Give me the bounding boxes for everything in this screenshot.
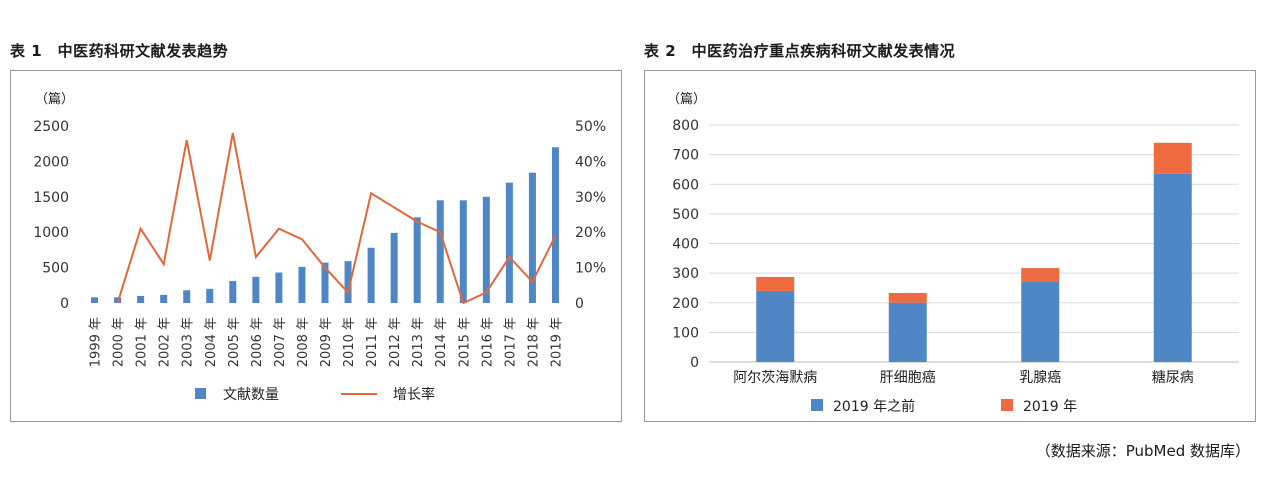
bar: [390, 232, 398, 303]
y-tick-label: 700: [672, 148, 699, 164]
bar: [298, 266, 306, 303]
x-tick-label: 2008 年: [296, 317, 311, 367]
source-note: （数据来源：PubMed 数据库）: [1035, 442, 1250, 460]
bar-2019: [756, 276, 795, 291]
bar: [459, 200, 467, 303]
bar-2019: [1021, 268, 1060, 283]
y2-tick-label: 20%: [575, 225, 606, 241]
bar: [528, 172, 536, 303]
y-tick-label: 100: [672, 325, 699, 341]
y2-tick-label: 40%: [575, 154, 606, 170]
bar: [367, 247, 375, 303]
bar: [482, 196, 490, 303]
y-tick-label: 1500: [33, 190, 69, 206]
x-tick-label: 2019 年: [549, 317, 564, 367]
y2-tick-label: 50%: [575, 119, 606, 135]
x-tick-label: 2007 年: [273, 317, 288, 367]
x-tick-label: 2000 年: [112, 317, 127, 367]
chart2-svg: （篇） 0 100 200 300 400 500 600 700 800 阿尔茨海默病 肝细胞癌 乳腺…: [667, 92, 1239, 415]
y-tick-label: 400: [672, 237, 699, 253]
x-tick-label: 2014 年: [434, 317, 449, 367]
y2-tick-label: 0: [575, 296, 584, 312]
legend-label-line: 增长率: [393, 386, 435, 403]
y-tick-label: 300: [672, 266, 699, 282]
y-tick-label: 2000: [33, 154, 69, 170]
y-tick-label: 0: [690, 355, 699, 371]
chart2-panel: （篇） 0 100 200 300 400 500 600 700 800 阿尔茨海默病 肝细胞癌 乳腺…: [644, 70, 1256, 422]
bar: [551, 147, 559, 303]
legend-swatch-2019: [1001, 399, 1013, 411]
bar: [160, 294, 168, 303]
bar: [413, 217, 421, 303]
bar: [252, 276, 260, 303]
x-tick-label: 2001 年: [135, 317, 150, 367]
x-tick-label: 2009 年: [319, 317, 334, 367]
bar-before-2019: [1021, 282, 1060, 362]
growth-line: [116, 132, 557, 305]
x-tick-label: 肝细胞癌: [880, 370, 936, 386]
x-tick-label: 2015 年: [457, 317, 472, 367]
chart1-svg: （篇） 0 500 1000 1500 2000 2500 0 10% 20% 30% 40% 50% 1…: [33, 92, 606, 403]
y2-tick-label: 10%: [575, 261, 606, 277]
x-tick-label: 2013 年: [411, 317, 426, 367]
x-tick-label: 2017 年: [503, 317, 518, 367]
chart2-title: 表 2 中医药治疗重点疾病科研文献发表情况: [644, 42, 956, 60]
bar: [505, 182, 513, 303]
x-tick-label: 2012 年: [388, 317, 403, 367]
legend-label-2019: 2019 年: [1023, 399, 1077, 415]
bar-before-2019: [888, 302, 927, 362]
bar: [183, 290, 191, 303]
x-tick-label: 阿尔茨海默病: [733, 370, 817, 386]
y-tick-label: 600: [672, 177, 699, 193]
y-tick-label: 500: [42, 261, 69, 277]
y-tick-label: 500: [672, 207, 699, 223]
bar: [91, 297, 99, 303]
y-tick-label: 0: [60, 296, 69, 312]
x-tick-label: 2018 年: [526, 317, 541, 367]
x-tick-label: 2010 年: [342, 317, 357, 367]
bar: [275, 272, 283, 303]
chart1-panel: （篇） 0 500 1000 1500 2000 2500 0 10% 20% 30% 40% 50% 1…: [10, 70, 622, 422]
y2-tick-label: 30%: [575, 190, 606, 206]
bar-2019: [1153, 142, 1192, 174]
bar: [206, 288, 214, 303]
x-tick-label: 2006 年: [250, 317, 265, 367]
bar: [321, 262, 329, 303]
legend-swatch-bars: [195, 388, 206, 399]
legend-label-before-2019: 2019 年之前: [833, 398, 915, 415]
bar-before-2019: [1153, 173, 1192, 362]
y-tick-label: 1000: [33, 225, 69, 241]
y-tick-label: 2500: [33, 119, 69, 135]
y-tick-label: 200: [672, 296, 699, 312]
x-tick-label: 2005 年: [227, 317, 242, 367]
legend-swatch-before-2019: [811, 399, 823, 411]
x-tick-label: 乳腺癌: [1019, 370, 1061, 386]
bar-before-2019: [756, 290, 795, 362]
x-tick-label: 2003 年: [181, 317, 196, 367]
x-tick-label: 2011 年: [365, 317, 380, 367]
bar: [436, 200, 444, 303]
x-tick-label: 糖尿病: [1152, 370, 1194, 386]
chart1-title: 表 1 中医药科研文献发表趋势: [10, 42, 229, 60]
y-unit-label: （篇）: [35, 92, 74, 107]
y-unit-label: （篇）: [667, 92, 706, 107]
x-tick-label: 2002 年: [158, 317, 173, 367]
y-tick-label: 800: [672, 118, 699, 134]
bar: [229, 281, 237, 303]
legend-label-bars: 文献数量: [223, 387, 279, 403]
bar-2019: [888, 292, 927, 303]
x-tick-label: 2016 年: [480, 317, 495, 367]
x-tick-label: 2004 年: [204, 317, 219, 367]
x-tick-label: 1999 年: [89, 317, 104, 367]
bar: [344, 261, 352, 303]
bar: [137, 295, 145, 303]
